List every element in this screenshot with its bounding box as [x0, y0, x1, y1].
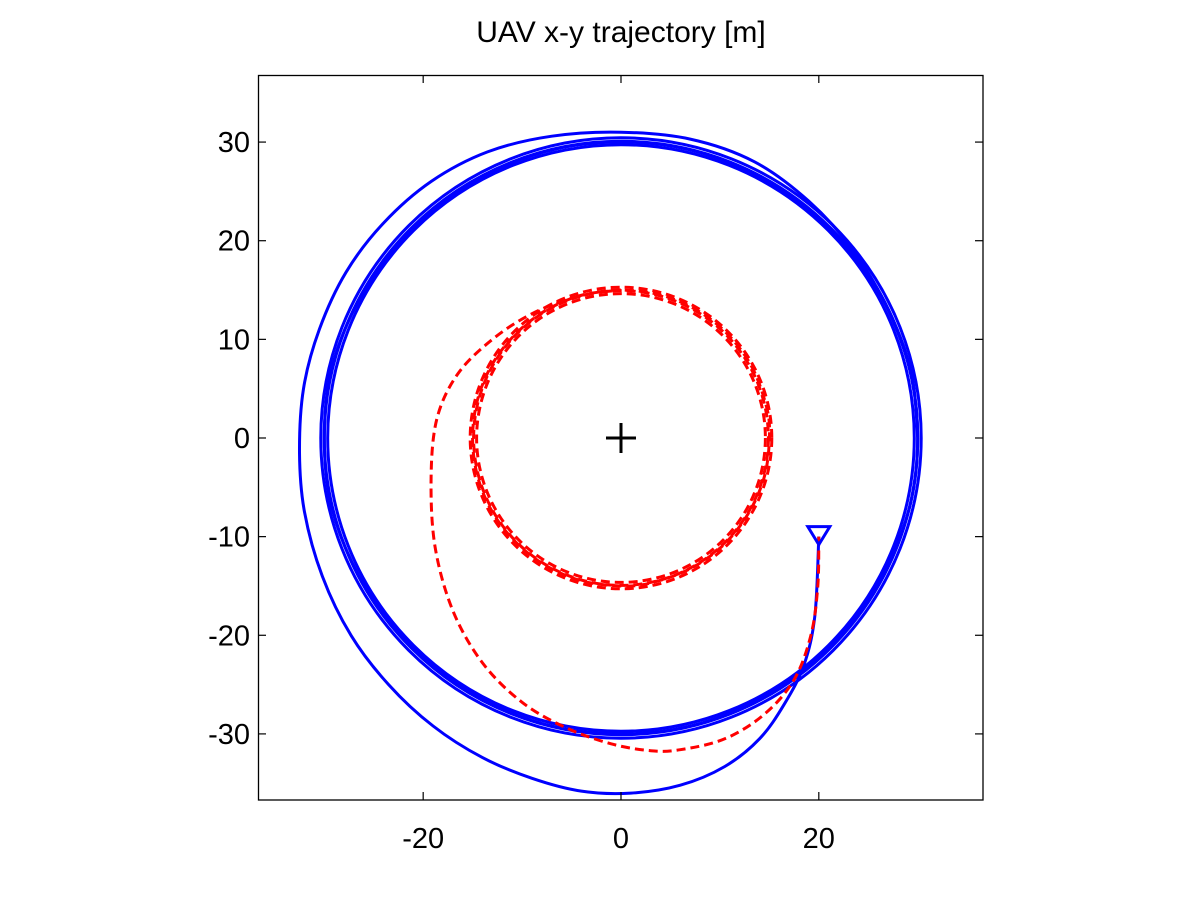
plot-area: [297, 130, 923, 796]
x-tick-label: 0: [613, 823, 629, 855]
y-tick-label: 0: [234, 423, 250, 455]
y-tick-label: -10: [208, 522, 250, 554]
y-tick-label: 30: [218, 127, 250, 159]
markers: [605, 422, 833, 548]
x-axis: -20 0 20: [402, 75, 835, 855]
y-tick-label: -30: [208, 719, 250, 751]
y-axis: 30 20 10 0 -10 -20 -30: [208, 127, 983, 751]
center-plus-icon: [605, 422, 636, 453]
chart-title: UAV x-y trajectory [m]: [476, 16, 765, 49]
y-tick-label: 10: [218, 324, 250, 356]
series-uav-trajectory: [297, 130, 923, 796]
x-tick-label: 20: [803, 823, 835, 855]
y-tick-label: 20: [218, 226, 250, 258]
start-triangle-icon: [805, 525, 833, 548]
series-reference-path: [429, 285, 821, 753]
x-tick-label: -20: [402, 823, 444, 855]
y-tick-label: -20: [208, 620, 250, 652]
